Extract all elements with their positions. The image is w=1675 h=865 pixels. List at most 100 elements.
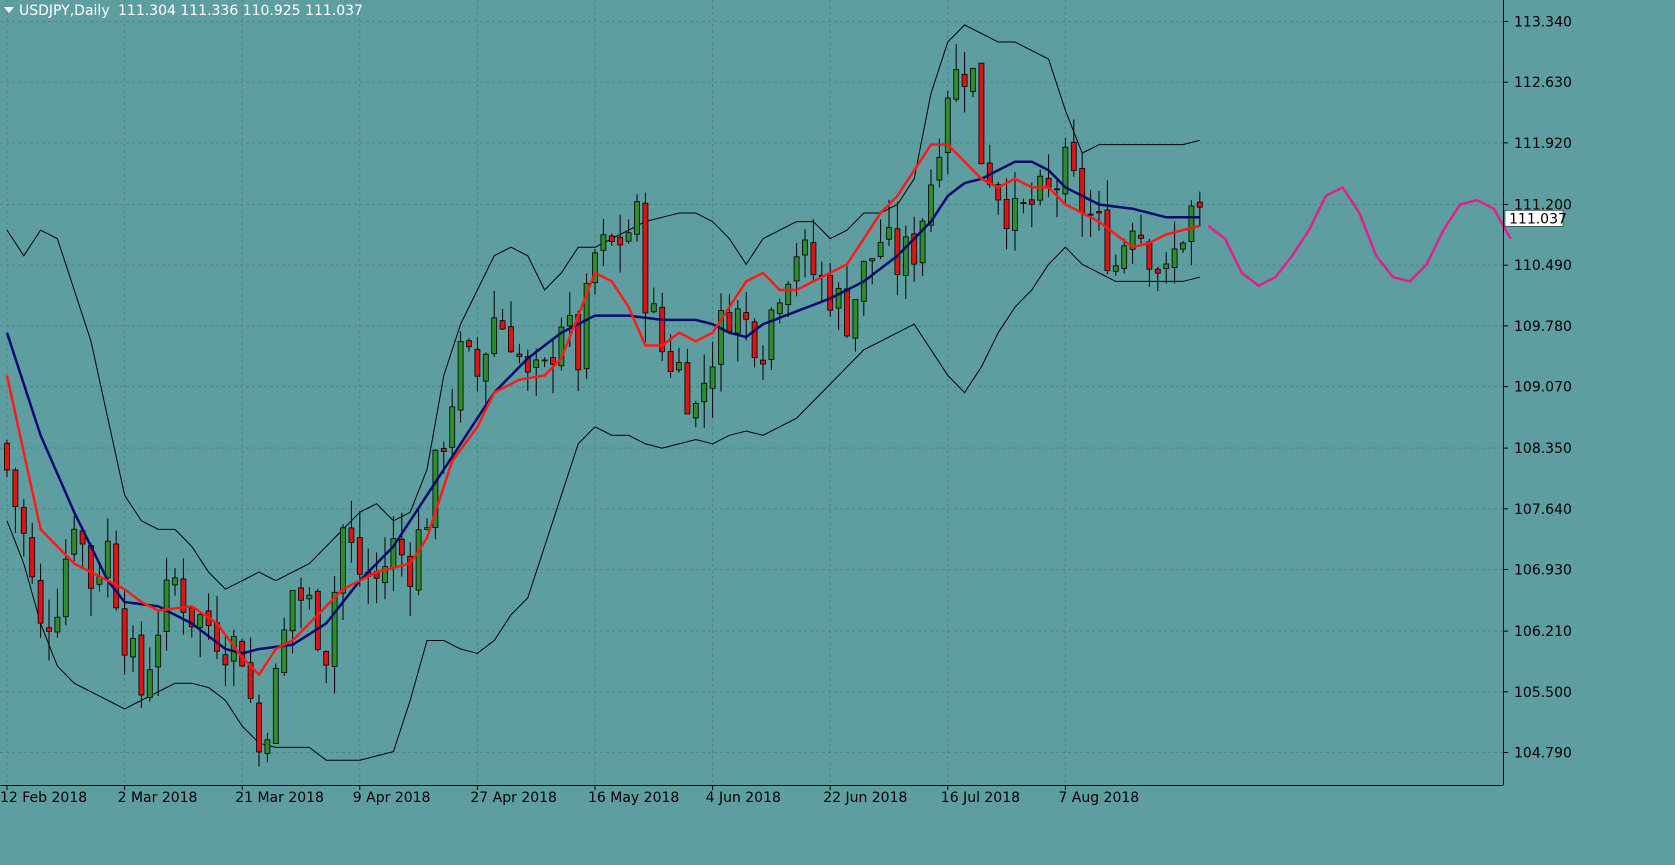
bear-candle xyxy=(1070,141,1077,171)
bear-candle xyxy=(608,235,615,242)
bear-candle xyxy=(474,348,481,377)
bull-candle xyxy=(1012,198,1018,232)
bear-candle xyxy=(617,236,624,246)
bull-candle xyxy=(1020,202,1027,204)
bull-candle xyxy=(793,256,800,282)
projection-wave-drawing[interactable] xyxy=(1207,186,1512,287)
y-tick-label: 111.200 xyxy=(1514,197,1572,213)
x-tick-label: 7 Aug 2018 xyxy=(1058,790,1139,806)
bull-candle xyxy=(802,239,808,256)
bull-candle xyxy=(281,629,288,673)
bull-candle xyxy=(457,341,464,411)
bull-candle xyxy=(869,258,876,262)
bull-candle xyxy=(718,310,724,365)
y-tick-label: 104.790 xyxy=(1514,746,1572,762)
bull-candle xyxy=(877,241,884,258)
y-tick-label: 109.070 xyxy=(1514,380,1572,396)
y-tick-label: 106.210 xyxy=(1514,624,1572,640)
x-tick-label: 22 Jun 2018 xyxy=(823,790,907,806)
bull-candle xyxy=(1112,265,1119,272)
bull-candle xyxy=(449,406,456,448)
x-tick-label: 27 Apr 2018 xyxy=(470,790,557,806)
bull-candle xyxy=(944,97,951,154)
bull-candle xyxy=(340,527,346,594)
bear-candle xyxy=(1096,211,1102,214)
bear-candle xyxy=(827,275,834,311)
bear-candle xyxy=(550,357,556,365)
bull-candle xyxy=(835,288,842,309)
bull-candle xyxy=(415,529,422,591)
slow-moving-average-line xyxy=(5,160,1200,655)
bull-candle xyxy=(600,234,607,251)
bull-candle xyxy=(1062,146,1069,195)
bull-candle xyxy=(1188,205,1195,242)
bull-candle xyxy=(701,382,708,403)
bear-candle xyxy=(667,351,674,372)
bull-candle xyxy=(558,326,565,367)
bear-candle xyxy=(961,73,968,87)
bear-candle xyxy=(20,507,27,534)
current-price-label: 111.037 xyxy=(1509,211,1567,227)
bear-candle xyxy=(743,312,750,320)
bear-candle xyxy=(642,202,649,314)
y-tick-label: 105.500 xyxy=(1514,685,1572,701)
bear-candle xyxy=(751,321,758,359)
bull-candle xyxy=(650,303,657,313)
bull-candle xyxy=(155,634,162,668)
bear-candle xyxy=(298,587,304,601)
bear-candle xyxy=(37,579,44,624)
bull-candle xyxy=(264,739,271,754)
y-tick-label: 111.920 xyxy=(1514,136,1572,152)
y-tick-label: 110.490 xyxy=(1514,258,1572,274)
bull-candle xyxy=(491,317,498,355)
bull-candle xyxy=(1163,263,1170,269)
bull-candle xyxy=(676,362,682,371)
hand-drawn-projection[interactable] xyxy=(1207,186,1512,287)
bear-candle xyxy=(508,326,514,353)
bear-candle xyxy=(1028,199,1035,205)
grid-lines xyxy=(0,0,1503,785)
x-tick-label: 21 Mar 2018 xyxy=(235,790,324,806)
dropdown-triangle-icon[interactable] xyxy=(4,7,14,13)
bear-candle xyxy=(516,353,523,357)
bear-candle xyxy=(314,590,321,650)
x-tick-label: 16 Jul 2018 xyxy=(941,790,1020,806)
bull-candle xyxy=(902,236,909,276)
bear-candle xyxy=(398,538,405,556)
bear-candle xyxy=(29,537,36,578)
y-tick-label: 113.340 xyxy=(1514,15,1572,31)
bull-candle xyxy=(1171,248,1178,268)
bear-candle xyxy=(1079,168,1086,213)
bull-candle xyxy=(54,616,61,633)
axes: 113.340 112.630 111.920 111.200 110.490 109.7… xyxy=(0,0,1572,806)
bull-candle xyxy=(1087,213,1094,216)
y-tick-label: 109.780 xyxy=(1514,319,1572,335)
bull-candle xyxy=(1129,230,1136,250)
bull-candle xyxy=(163,579,170,632)
fast-moving-average-line xyxy=(5,143,1201,677)
y-tick-label: 112.630 xyxy=(1514,75,1572,91)
bull-candle xyxy=(1121,245,1128,269)
bear-candle xyxy=(726,312,733,333)
bull-candle xyxy=(104,540,111,579)
ohlc-values: 111.304 111.336 110.925 111.037 xyxy=(118,3,363,19)
bull-candle xyxy=(734,308,741,334)
bear-candle xyxy=(138,634,145,696)
bear-candle xyxy=(1104,209,1111,272)
bull-candle xyxy=(1180,242,1186,250)
bull-candle xyxy=(776,302,783,314)
bear-candle xyxy=(499,320,506,330)
bull-candle xyxy=(953,68,960,100)
bear-candle xyxy=(1045,177,1052,188)
x-tick-label: 2 Mar 2018 xyxy=(118,790,198,806)
bollinger-lower-band xyxy=(6,246,1200,761)
bull-candle xyxy=(432,449,439,528)
bear-candle xyxy=(180,578,187,613)
bear-candle xyxy=(113,543,120,609)
bull-candle xyxy=(331,591,338,667)
symbol-label: USDJPY,Daily xyxy=(19,3,110,19)
bull-candle xyxy=(172,577,178,586)
bear-candle xyxy=(1154,268,1161,274)
chart-header: USDJPY,Daily 111.304 111.336 110.925 111… xyxy=(4,3,363,19)
